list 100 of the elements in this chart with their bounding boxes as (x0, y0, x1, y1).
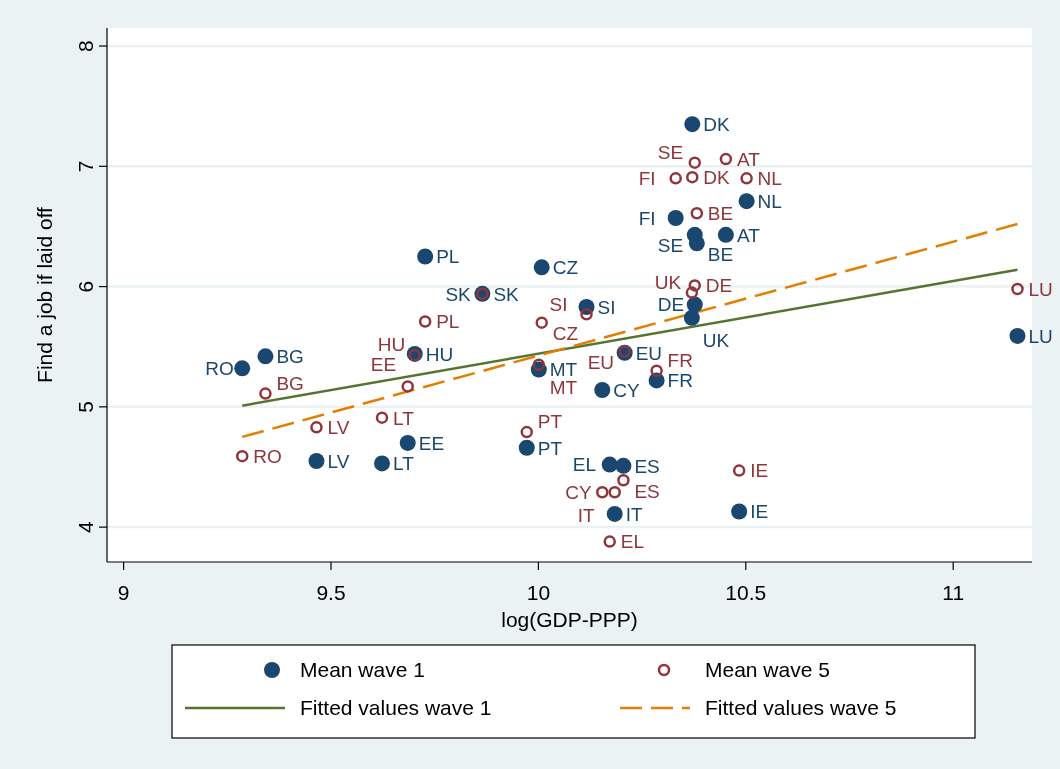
point (234, 360, 251, 377)
annotation: SI (549, 293, 568, 315)
point (608, 485, 621, 499)
point (606, 505, 623, 522)
point (732, 464, 746, 477)
annotation: CZ (552, 323, 579, 344)
point (401, 380, 414, 393)
annotation: BE (707, 243, 734, 265)
annotation: HU (425, 343, 454, 365)
point (688, 279, 702, 292)
point (669, 172, 682, 185)
point (650, 364, 663, 378)
annotation: LT (393, 407, 415, 429)
annotation: EE (370, 353, 397, 375)
point (533, 259, 550, 276)
point (1009, 327, 1026, 344)
annotation: SI (597, 296, 616, 318)
annotation: SE (657, 142, 684, 164)
point (667, 210, 684, 227)
point (615, 457, 632, 474)
annotation: LT (393, 453, 415, 475)
annotation: RO (205, 358, 234, 380)
x-tick-label: 9 (117, 581, 130, 604)
annotation: SK (493, 283, 520, 305)
point (731, 503, 748, 520)
point (235, 449, 249, 463)
y-tick-label: 8 (74, 40, 97, 52)
x-tick-label: 11 (942, 581, 965, 604)
point (535, 316, 548, 329)
annotation: DK (703, 114, 730, 136)
point (603, 535, 616, 548)
annotation: PL (436, 246, 460, 268)
legend-label: Mean wave 1 (300, 658, 425, 682)
annotation: EU (635, 342, 663, 364)
annotation: ES (634, 480, 660, 502)
annotation: BG (276, 372, 304, 394)
annotation: FI (638, 168, 656, 190)
annotation: LV (327, 417, 350, 439)
annotation: LU (1028, 278, 1053, 300)
point (601, 456, 618, 473)
point (683, 309, 700, 326)
y-tick-label: 7 (74, 160, 97, 173)
point (310, 421, 323, 434)
y-tick-label: 4 (74, 520, 97, 533)
point (688, 156, 702, 169)
annotation: DE (657, 294, 685, 316)
point (690, 206, 704, 220)
annotation: HU (377, 334, 406, 356)
annotation: AT (736, 224, 761, 246)
legend-label: Fitted values wave 5 (705, 696, 897, 720)
annotation: EL (620, 531, 644, 553)
point (740, 172, 753, 185)
annotation: CZ (552, 257, 579, 279)
annotation: NL (757, 191, 782, 213)
annotation: DK (703, 166, 730, 188)
y-axis-title: Find a job if laid off (33, 206, 56, 383)
annotation: EE (418, 432, 445, 454)
point (684, 116, 701, 133)
point (596, 485, 609, 499)
point (374, 455, 391, 472)
annotation: NL (757, 168, 782, 190)
y-tick-label: 6 (74, 280, 97, 293)
annotation: BG (276, 346, 304, 368)
point (308, 452, 325, 469)
annotation: LV (327, 450, 350, 472)
annotation: PT (537, 411, 563, 433)
annotation: PL (436, 311, 460, 333)
x-axis-title: log(GDP-PPP) (501, 608, 638, 631)
point (259, 387, 272, 400)
annotation: DE (705, 275, 733, 297)
legend-label: Mean wave 5 (705, 658, 830, 682)
point (417, 248, 434, 265)
point (399, 434, 416, 451)
annotation: AT (736, 148, 761, 170)
annotation: FI (638, 207, 656, 229)
annotation: IE (750, 501, 769, 523)
point (617, 473, 630, 487)
annotation: SE (657, 235, 684, 257)
annotation: UK (654, 271, 682, 293)
point (685, 286, 699, 299)
point (520, 425, 534, 439)
point (719, 152, 733, 166)
point (1011, 282, 1024, 296)
annotation: CY (565, 482, 592, 504)
point (532, 358, 546, 372)
point (418, 315, 432, 328)
annotation: SK (445, 283, 472, 305)
annotation: ES (634, 455, 660, 477)
point (257, 348, 274, 365)
annotation: UK (702, 330, 730, 352)
annotation: FR (667, 350, 693, 372)
annotation: PT (537, 437, 563, 459)
x-tick-label: 10 (526, 581, 551, 604)
annotation: EU (587, 351, 615, 373)
point (580, 307, 593, 321)
x-tick-label: 10.5 (725, 581, 767, 604)
annotation: EL (572, 454, 596, 476)
point (688, 235, 705, 252)
annotation: IT (625, 503, 643, 525)
annotation: FR (667, 370, 693, 392)
